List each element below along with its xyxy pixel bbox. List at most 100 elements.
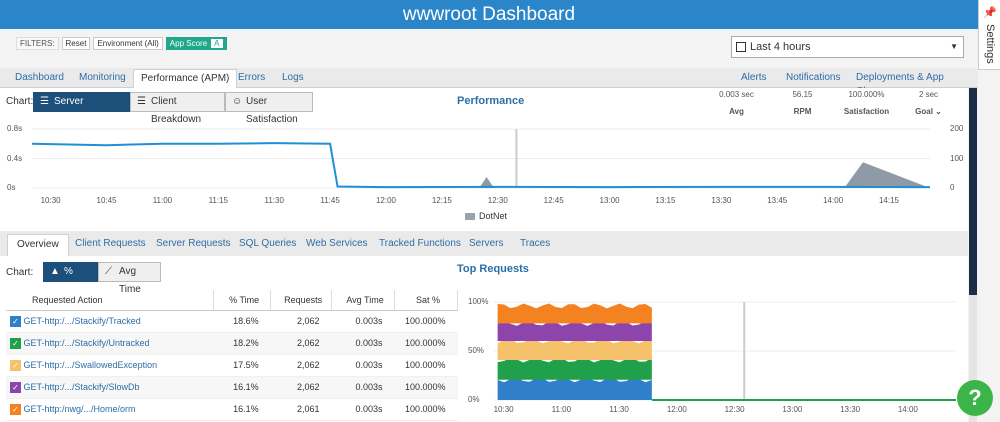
stat-satisfaction-label: Satisfaction xyxy=(843,107,890,116)
request-action-cell[interactable]: ✓ GET-http:/nwg/.../Home/orm xyxy=(6,398,214,421)
chevron-down-icon: ▼ xyxy=(950,42,958,51)
tab-tracked-functions[interactable]: Tracked Functions xyxy=(379,238,461,249)
tab-server-requests[interactable]: Server Requests xyxy=(156,238,231,249)
request-action-cell[interactable]: ✓ GET-http:/.../SwallowedException xyxy=(6,354,214,377)
checkbox-icon[interactable]: ✓ xyxy=(10,315,21,327)
notifications-link[interactable]: Notifications xyxy=(786,72,841,83)
time-range-select[interactable]: Last 4 hours ▼ xyxy=(731,36,964,58)
table-row[interactable]: ✓ GET-http:/.../Stackify/SlowDb 16.1% 2,06… xyxy=(6,376,458,399)
x-axis-tick: 12:45 xyxy=(543,196,564,205)
legend-swatch xyxy=(465,212,475,220)
settings-label: Settings xyxy=(984,24,996,64)
client-breakdown-button[interactable]: ☰ Client Breakdown xyxy=(130,92,225,125)
tab-sql-queries[interactable]: SQL Queries xyxy=(239,238,297,249)
pin-icon[interactable]: 📌 xyxy=(983,7,997,19)
request-action-link[interactable]: GET-http:/nwg/.../Home/orm xyxy=(23,403,136,414)
chart-legend: DotNet xyxy=(465,211,507,221)
user-satisfaction-button[interactable]: ☺ User Satisfaction xyxy=(225,92,313,125)
x-axis-tick: 14:15 xyxy=(878,196,900,205)
time-range-value: Last 4 hours xyxy=(750,41,811,53)
col-sat-pct[interactable]: Sat % xyxy=(394,290,459,311)
table-row[interactable]: ✓ GET-http:/nwg/.../Home/orm 16.1% 2,061 0.… xyxy=(6,398,458,421)
request-action-link[interactable]: GET-http:/.../Stackify/Tracked xyxy=(23,315,141,326)
col-requested-action[interactable]: Requested Action xyxy=(6,290,215,311)
app-score-filter[interactable]: App Score A xyxy=(165,37,227,50)
area-chart-icon: ▲ xyxy=(50,266,60,277)
tab-performance-apm[interactable]: Performance (APM) xyxy=(133,69,238,89)
request-action-link[interactable]: GET-http:/.../Stackify/SlowDb xyxy=(23,381,140,392)
sat-pct-cell: 100.000% xyxy=(394,354,458,377)
pct-time-cell: 16.1% xyxy=(213,398,271,421)
col-avg-time[interactable]: Avg Time xyxy=(331,290,395,311)
scrollbar-thumb[interactable] xyxy=(969,88,977,295)
stat-rpm-value: 56.15 xyxy=(792,90,813,99)
tab-logs[interactable]: Logs xyxy=(282,72,304,83)
y-axis-tick-left: 0s xyxy=(7,183,16,192)
x-axis-tick: 13:00 xyxy=(782,405,803,414)
tab-dashboard[interactable]: Dashboard xyxy=(15,72,64,83)
x-axis-tick: 10:45 xyxy=(96,196,117,205)
help-button[interactable]: ? xyxy=(957,380,993,416)
tab-errors[interactable]: Errors xyxy=(238,72,266,83)
area-series xyxy=(497,320,652,341)
request-action-cell[interactable]: ✓ GET-http:/.../Stackify/Tracked xyxy=(6,310,214,333)
x-axis-tick: 11:00 xyxy=(551,405,572,414)
request-action-link[interactable]: GET-http:/.../Stackify/Untracked xyxy=(23,337,150,348)
checkbox-icon[interactable]: ✓ xyxy=(10,381,21,393)
table-row[interactable]: ✓ GET-http:/.../Stackify/Untracked 18.2% 2… xyxy=(6,332,458,355)
area-series xyxy=(497,338,652,360)
environment-filter[interactable]: Environment (All) xyxy=(93,37,163,50)
tab-overview[interactable]: Overview xyxy=(7,234,69,256)
checkbox-icon[interactable]: ✓ xyxy=(10,337,21,349)
stat-goal-label: Goal ⌄ xyxy=(915,107,942,116)
table-row[interactable]: ✓ GET-http:/.../Stackify/Tracked 18.6% 2,0… xyxy=(6,310,458,333)
request-action-cell[interactable]: ✓ GET-http:/.../Stackify/SlowDb xyxy=(6,376,214,399)
scrollbar-track[interactable] xyxy=(969,295,977,422)
main-tabs: Dashboard Monitoring Performance (APM) E… xyxy=(0,68,978,97)
y-axis-tick: 50% xyxy=(468,346,485,355)
tab-monitoring[interactable]: Monitoring xyxy=(79,72,126,83)
x-axis-tick: 12:00 xyxy=(666,405,687,414)
top-requests-chart xyxy=(494,301,956,401)
performance-title: Performance xyxy=(457,95,525,107)
table-row[interactable]: ✓ GET-http:/.../SwallowedException 17.5% 2… xyxy=(6,354,458,377)
avg-time-cell: 0.003s xyxy=(331,310,395,333)
checkbox-icon[interactable]: ✓ xyxy=(10,359,21,371)
goal-selector[interactable]: 2 sec Goal ⌄ xyxy=(901,90,956,116)
smiley-icon: ☺ xyxy=(232,96,243,107)
reset-filters-button[interactable]: Reset xyxy=(61,37,91,50)
sat-pct-cell: 100.000% xyxy=(394,376,458,399)
alerts-link[interactable]: Alerts xyxy=(741,72,767,83)
rpm-line xyxy=(31,142,931,189)
avg-time-cell: 0.003s xyxy=(331,354,395,377)
tab-client-requests[interactable]: Client Requests xyxy=(75,238,146,249)
requests-cell: 2,062 xyxy=(270,376,332,399)
col-pct-time[interactable]: % Time xyxy=(213,290,272,311)
stat-avg-value: 0.003 sec xyxy=(719,90,754,99)
sat-pct-cell: 100.000% xyxy=(394,332,458,355)
stack-icon: ☰ xyxy=(40,96,49,107)
avg-time-button[interactable]: ⟋ Avg Time xyxy=(98,262,161,295)
x-axis-tick: 13:00 xyxy=(599,196,620,205)
x-axis-tick: 13:30 xyxy=(840,405,861,414)
stack-icon: ☰ xyxy=(137,96,146,107)
pct-time-cell: 18.6% xyxy=(213,310,271,333)
tab-servers[interactable]: Servers xyxy=(469,238,504,249)
checkbox-icon[interactable]: ✓ xyxy=(10,403,21,415)
request-action-cell[interactable]: ✓ GET-http:/.../Stackify/Untracked xyxy=(6,332,214,355)
chart-label: Chart: xyxy=(6,96,34,107)
settings-panel-toggle[interactable]: 📌 Settings xyxy=(978,0,1000,70)
request-action-link[interactable]: GET-http:/.../SwallowedException xyxy=(23,359,158,370)
x-axis-tick: 14:00 xyxy=(823,196,844,205)
y-axis-tick: 0% xyxy=(468,395,480,404)
user-satisfaction-label: User Satisfaction xyxy=(246,96,298,125)
x-axis-tick: 12:15 xyxy=(431,196,452,205)
col-requests[interactable]: Requests xyxy=(270,290,333,311)
tab-web-services[interactable]: Web Services xyxy=(306,238,368,249)
pct-time-button[interactable]: ▲ % Time xyxy=(43,262,98,295)
server-breakdown-button[interactable]: ☰ Server Breakdown xyxy=(33,92,130,125)
top-requests-table: Requested Action % Time Requests Avg Tim… xyxy=(6,290,459,421)
requests-cell: 2,062 xyxy=(270,310,332,333)
pct-time-label: % Time xyxy=(64,266,86,295)
tab-traces[interactable]: Traces xyxy=(520,238,551,249)
